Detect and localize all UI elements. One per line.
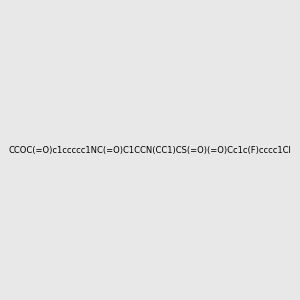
- Text: CCOC(=O)c1ccccc1NC(=O)C1CCN(CC1)CS(=O)(=O)Cc1c(F)cccc1Cl: CCOC(=O)c1ccccc1NC(=O)C1CCN(CC1)CS(=O)(=…: [9, 146, 291, 154]
